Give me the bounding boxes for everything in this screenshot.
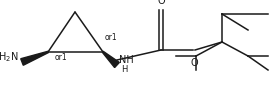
Polygon shape xyxy=(21,51,48,65)
Text: or1: or1 xyxy=(55,53,68,62)
Polygon shape xyxy=(102,51,119,68)
Text: H$_2$N: H$_2$N xyxy=(0,50,18,64)
Text: H: H xyxy=(121,65,127,73)
Text: or1: or1 xyxy=(105,34,118,43)
Text: NH: NH xyxy=(119,55,134,65)
Text: O: O xyxy=(190,58,198,68)
Text: O: O xyxy=(157,0,165,6)
